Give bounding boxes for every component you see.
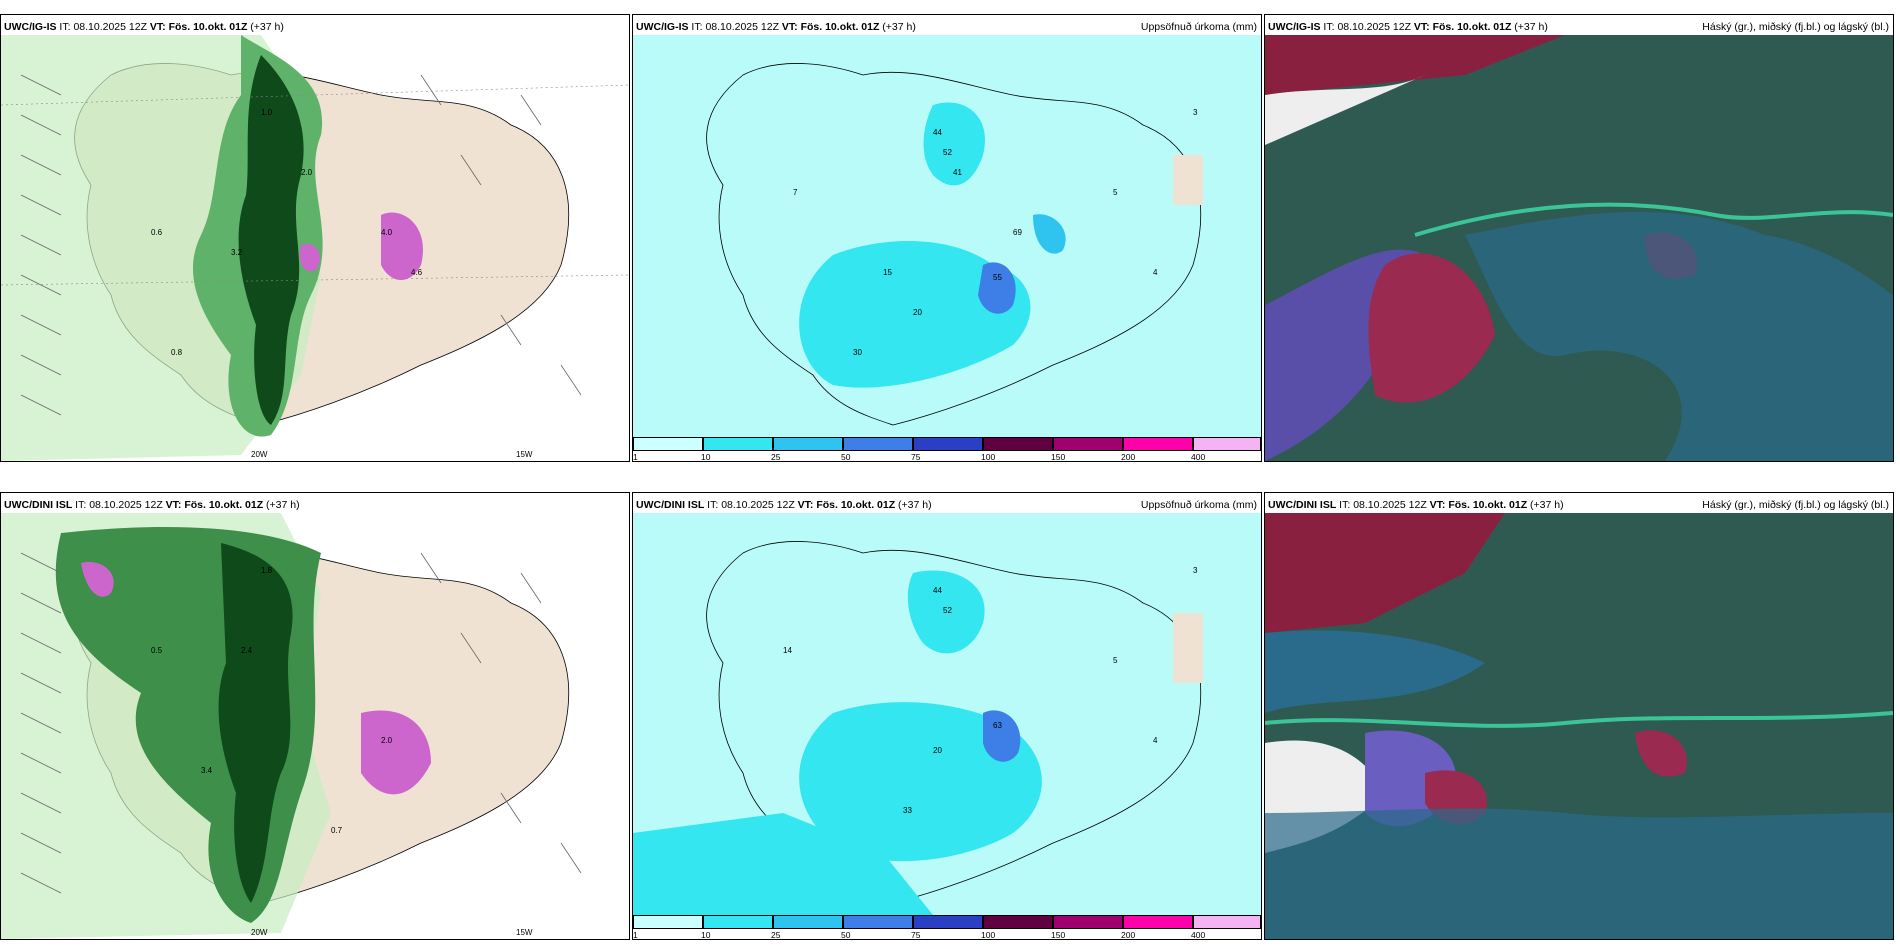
panel-cloud-dini: UWC/DINI ISL IT: 08.10.2025 12Z VT: Fös.… xyxy=(0,492,630,940)
lon-label: 15W xyxy=(516,928,533,937)
colorbar: 1 10 25 50 75 100 150 200 400 xyxy=(633,915,1261,939)
cloud-value: 1.8 xyxy=(261,566,273,575)
precip-value: 3 xyxy=(1193,108,1198,117)
precip-value: 44 xyxy=(933,128,942,137)
precip-value: 52 xyxy=(943,148,952,157)
panel-header: UWC/DINI ISL IT: 08.10.2025 12Z VT: Fös.… xyxy=(636,499,932,511)
precip-value: 44 xyxy=(933,586,942,595)
panel-layers-dini: UWC/DINI ISL IT: 08.10.2025 12Z VT: Fös.… xyxy=(1264,492,1894,940)
map-cloud[interactable]: 1.8 2.4 2.0 0.5 3.4 0.7 20W 15W xyxy=(1,513,629,939)
precip-value: 41 xyxy=(953,168,962,177)
precip-value: 15 xyxy=(883,268,892,277)
map-precip[interactable]: 44 52 20 63 33 14 5 4 3 xyxy=(633,513,1261,915)
precip-value: 14 xyxy=(783,646,792,655)
cloud-value: 2.0 xyxy=(381,736,393,745)
precip-value: 5 xyxy=(1113,188,1118,197)
colorbar: 1 10 25 50 75 100 150 200 400 xyxy=(633,437,1261,461)
precip-value: 20 xyxy=(933,746,942,755)
panel-precip-dini: UWC/DINI ISL IT: 08.10.2025 12Z VT: Fös.… xyxy=(632,492,1262,940)
panel-precip-igis: UWC/IG-IS IT: 08.10.2025 12Z VT: Fös. 10… xyxy=(632,14,1262,462)
panel-header-right: Háský (gr.), miðský (fj.bl.) og lágský (… xyxy=(1702,499,1889,511)
cloud-value: 3.2 xyxy=(231,248,243,257)
panel-header: UWC/DINI ISL IT: 08.10.2025 12Z VT: Fös.… xyxy=(4,499,300,511)
map-layers[interactable] xyxy=(1265,35,1893,461)
precip-value: 63 xyxy=(993,721,1002,730)
precip-value: 30 xyxy=(853,348,862,357)
map-precip[interactable]: 44 52 41 15 20 55 69 30 7 5 4 3 xyxy=(633,35,1261,437)
precip-value: 3 xyxy=(1193,566,1198,575)
cloud-value: 3.4 xyxy=(201,766,213,775)
cloud-value: 0.7 xyxy=(331,826,343,835)
cloud-value: 4.0 xyxy=(381,228,393,237)
panel-cloud-igis: UWC/IG-IS IT: 08.10.2025 12Z VT: Fös. 10… xyxy=(0,14,630,462)
panel-header-right: Uppsöfnuð úrkoma (mm) xyxy=(1140,499,1257,511)
precip-value: 69 xyxy=(1013,228,1022,237)
panel-header: UWC/DINI ISL IT: 08.10.2025 12Z VT: Fös.… xyxy=(1268,499,1564,511)
lon-label: 20W xyxy=(251,928,268,937)
precip-value: 33 xyxy=(903,806,912,815)
cloud-value: 0.5 xyxy=(151,646,163,655)
cloud-value: 2.4 xyxy=(241,646,253,655)
panel-header: UWC/IG-IS IT: 08.10.2025 12Z VT: Fös. 10… xyxy=(636,21,916,33)
panel-header: UWC/IG-IS IT: 08.10.2025 12Z VT: Fös. 10… xyxy=(4,21,284,33)
cloud-value: 4.6 xyxy=(411,268,423,277)
lon-label: 15W xyxy=(516,450,533,459)
precip-value: 7 xyxy=(793,188,798,197)
cloud-value: 0.6 xyxy=(151,228,163,237)
precip-value: 5 xyxy=(1113,656,1118,665)
cloud-value: 0.8 xyxy=(171,348,183,357)
precip-value: 4 xyxy=(1153,736,1158,745)
precip-value: 4 xyxy=(1153,268,1158,277)
cloud-value: 2.0 xyxy=(301,168,313,177)
panel-layers-igis: UWC/IG-IS IT: 08.10.2025 12Z VT: Fös. 10… xyxy=(1264,14,1894,462)
precip-value: 20 xyxy=(913,308,922,317)
panel-header-right: Háský (gr.), miðský (fj.bl.) og lágský (… xyxy=(1702,21,1889,33)
panel-header: UWC/IG-IS IT: 08.10.2025 12Z VT: Fös. 10… xyxy=(1268,21,1548,33)
lon-label: 20W xyxy=(251,450,268,459)
precip-value: 55 xyxy=(993,273,1002,282)
map-layers[interactable] xyxy=(1265,513,1893,939)
panel-header-right: Uppsöfnuð úrkoma (mm) xyxy=(1140,21,1257,33)
precip-value: 52 xyxy=(943,606,952,615)
map-cloud[interactable]: 1.0 2.0 3.2 4.0 0.6 0.8 4.6 20W 15W xyxy=(1,35,629,461)
cloud-value: 1.0 xyxy=(261,108,273,117)
